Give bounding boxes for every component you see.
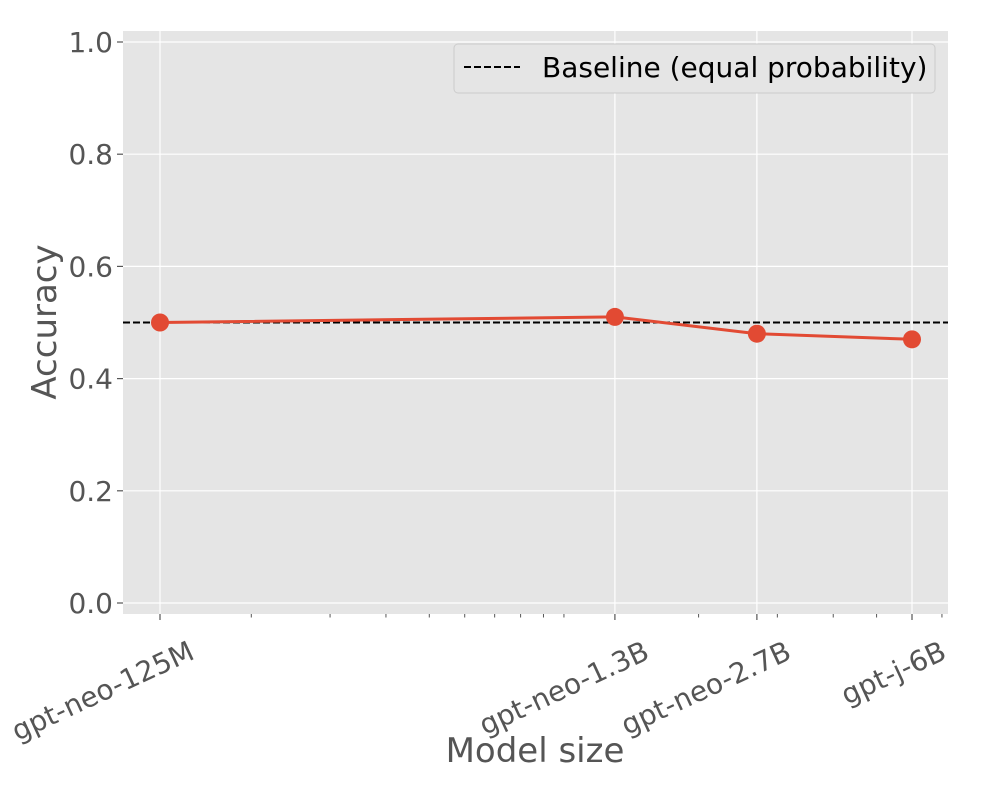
grid: [123, 31, 948, 614]
minor-ticks: [250, 614, 943, 618]
y-tick-label: 1.0: [68, 26, 113, 59]
x-tick-label: gpt-neo-125M: [6, 634, 198, 747]
data-point-gpt-neo-1.3B: [605, 307, 624, 326]
data-point-gpt-neo-125M: [151, 313, 169, 332]
y-tick-label: 0.4: [68, 363, 113, 396]
x-axis-label: Model size: [446, 731, 625, 771]
y-axis-label: Accuracy: [25, 244, 65, 399]
x-tick-label: gpt-j-6B: [836, 634, 951, 711]
y-ticks: 0.0 0.2 0.4 0.6 0.8 1.0: [68, 26, 123, 620]
data-point-gpt-neo-2.7B: [747, 324, 766, 343]
y-tick-label: 0.8: [68, 138, 113, 171]
y-tick-label: 0.2: [68, 475, 113, 508]
y-tick-label: 0.0: [68, 587, 113, 620]
legend-baseline-label: Baseline (equal probability): [542, 51, 927, 84]
data-point-gpt-j-6B: [903, 330, 921, 349]
series-layer: [151, 307, 921, 349]
legend: Baseline (equal probability): [453, 43, 936, 94]
series-line: [159, 315, 913, 341]
legend-box: [453, 43, 936, 94]
y-tick-label: 0.6: [68, 250, 113, 283]
